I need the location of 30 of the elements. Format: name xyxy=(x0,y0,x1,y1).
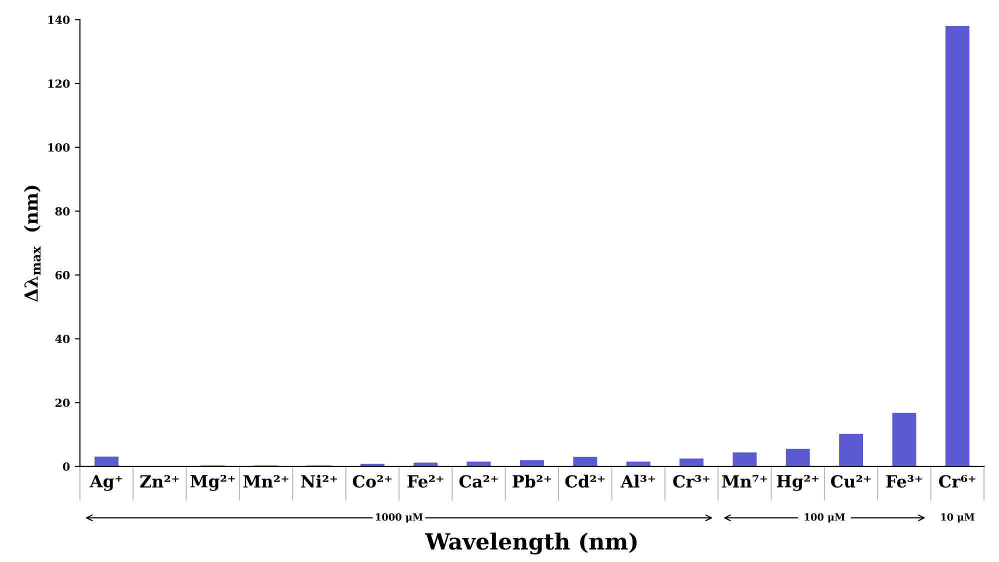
x-tick-label: Cd²⁺ xyxy=(565,474,605,488)
y-tick-label: 140 xyxy=(48,16,70,24)
x-tick-label: Ni²⁺ xyxy=(301,474,337,488)
x-axis-title: Wavelength (nm) xyxy=(424,532,637,554)
y-tick-label: 120 xyxy=(48,79,70,88)
x-tick-label: Cr³⁺ xyxy=(673,475,710,488)
x-tick-label: Ca²⁺ xyxy=(459,475,498,488)
text: 10 μM xyxy=(941,513,974,523)
x-tick-label: Ag⁺ xyxy=(90,475,122,491)
y-tick-label: 100 xyxy=(48,143,70,152)
x-tick-label: Mn⁷⁺ xyxy=(722,475,767,488)
x-tick-label: Al³⁺ xyxy=(620,474,655,488)
x-tick-label: Fe³⁺ xyxy=(886,475,922,488)
x-tick-label: Cu²⁺ xyxy=(831,475,871,488)
x-tick-label: Hg²⁺ xyxy=(776,474,819,491)
x-tick-label: Cr⁶⁺ xyxy=(939,475,976,488)
y-tick-label: 80 xyxy=(55,207,70,216)
x-tick-label: Co²⁺ xyxy=(352,475,392,488)
y-tick-label: 20 xyxy=(55,398,70,408)
y-axis-title: Δλ$_{max}$ (nm) xyxy=(24,186,41,302)
x-tick-label: Mg²⁺ xyxy=(190,474,235,491)
x-tick-label: Pb²⁺ xyxy=(512,474,551,488)
x-tick-label: Fe²⁺ xyxy=(408,475,444,488)
x-tick-label: Zn²⁺ xyxy=(140,475,179,488)
y-tick-label: 0 xyxy=(62,462,70,471)
y-tick-label: 40 xyxy=(55,334,70,344)
text: 100 μM xyxy=(804,513,845,523)
y-tick-label: 60 xyxy=(55,270,70,280)
x-tick-label: Mn²⁺ xyxy=(243,475,288,488)
text: 1000 μM xyxy=(376,513,423,523)
